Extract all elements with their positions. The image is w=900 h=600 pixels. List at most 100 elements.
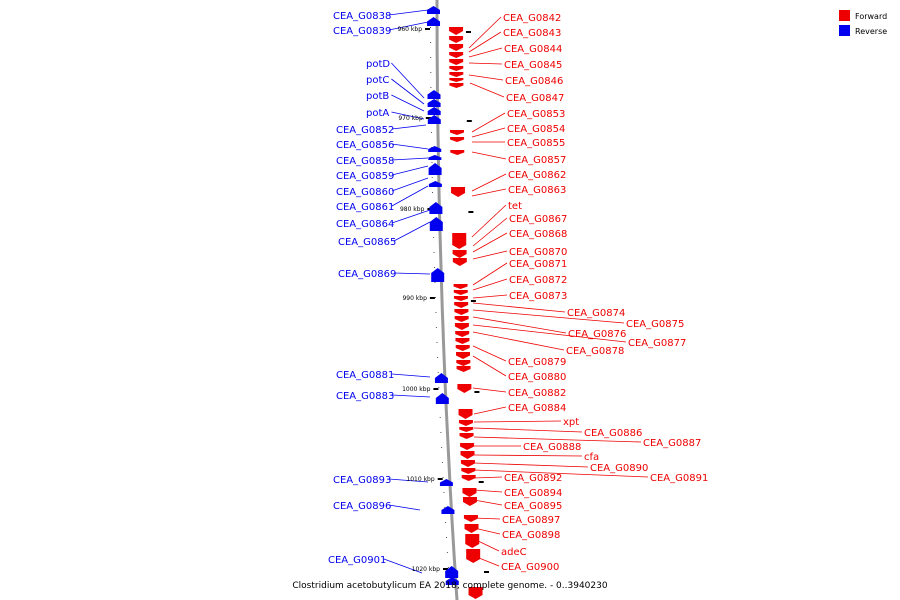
forward-gene-arrow — [462, 497, 477, 506]
forward-leader-line — [471, 127, 506, 138]
forward-gene-label: CEA_G0886 — [584, 428, 642, 439]
forward-gene-label: CEA_G0843 — [503, 28, 561, 39]
minor-tick — [435, 312, 437, 313]
scale-tick-label: 1020 kbp — [412, 566, 440, 573]
forward-gene-arrow — [450, 150, 465, 155]
reverse-leader-line — [388, 21, 429, 31]
forward-gene-arrow — [456, 366, 471, 372]
reverse-gene-arrow — [428, 181, 442, 187]
forward-genes — [449, 27, 483, 599]
legend-label-reverse: Reverse — [855, 27, 887, 36]
forward-leader-line — [471, 204, 507, 238]
forward-leader-line — [473, 476, 503, 479]
forward-gene-label: CEA_G0897 — [502, 515, 560, 526]
reverse-leader-line — [393, 221, 431, 242]
scale-tick-mark — [478, 481, 484, 483]
forward-gene-label: CEA_G0875 — [626, 319, 684, 330]
forward-gene-label: CEA_G0871 — [509, 259, 567, 270]
forward-leader-line — [473, 427, 583, 433]
reverse-gene-arrow — [427, 99, 441, 107]
scale-tick-mark — [468, 211, 474, 213]
reverse-leader-line — [391, 209, 431, 224]
forward-leader-line — [473, 436, 642, 443]
forward-leader-line — [468, 47, 503, 58]
minor-tick — [441, 447, 443, 448]
forward-leader-line — [472, 302, 566, 313]
forward-gene-arrow — [449, 78, 464, 82]
genome-caption: Clostridium acetobutylicum EA 2018, comp… — [292, 581, 607, 591]
minor-tick — [433, 237, 435, 238]
forward-gene-arrow — [461, 475, 476, 481]
reverse-leader-line — [383, 558, 423, 574]
forward-leader-line — [471, 173, 507, 192]
forward-gene-arrow — [466, 549, 481, 563]
scale-tick-mark — [425, 117, 431, 119]
forward-gene-arrow — [468, 587, 483, 599]
forward-leader-line — [471, 151, 507, 160]
reverse-gene-label: CEA_G0883 — [336, 391, 394, 402]
reverse-gene-label: CEA_G0839 — [333, 26, 391, 37]
forward-gene-arrow — [454, 302, 469, 308]
leader-lines — [383, 9, 649, 574]
forward-gene-arrow — [459, 427, 474, 432]
forward-leader-line — [472, 309, 625, 324]
forward-gene-label: CEA_G0891 — [650, 473, 708, 484]
forward-gene-label: adeC — [501, 547, 527, 558]
reverse-gene-label: CEA_G0881 — [336, 370, 394, 381]
forward-gene-label: CEA_G0857 — [508, 155, 566, 166]
reverse-leader-line — [391, 94, 425, 112]
forward-gene-arrow — [465, 534, 480, 548]
reverse-gene-arrow — [445, 566, 459, 578]
forward-leader-line — [472, 331, 565, 351]
reverse-gene-label: potC — [366, 75, 389, 86]
scale-tick-mark — [429, 297, 435, 299]
forward-gene-arrow — [460, 443, 475, 450]
reverse-gene-arrow — [428, 163, 442, 175]
minor-tick — [435, 327, 437, 328]
forward-gene-label: CEA_G0873 — [509, 291, 567, 302]
forward-leader-line — [473, 489, 503, 493]
reverse-leader-line — [391, 177, 429, 192]
forward-gene-arrow — [453, 296, 468, 301]
reverse-gene-arrow — [428, 155, 442, 160]
forward-gene-label: CEA_G0874 — [567, 308, 625, 319]
scale-tick-mark — [466, 120, 472, 122]
forward-gene-label: CEA_G0845 — [504, 60, 562, 71]
reverse-gene-labels: CEA_G0838 CEA_G0839 potD potC potB potA CEA_G0… — [328, 11, 396, 566]
reverse-gene-arrow — [427, 90, 441, 99]
forward-gene-label: CEA_G0876 — [568, 329, 626, 340]
forward-gene-label: CEA_G0890 — [590, 463, 648, 474]
forward-gene-arrow — [449, 27, 464, 35]
forward-leader-line — [471, 112, 506, 133]
scale-tick-mark — [425, 28, 430, 30]
forward-gene-label: CEA_G0882 — [508, 388, 566, 399]
forward-gene-arrow — [449, 52, 464, 58]
scale-ticks: 960 kbp 970 kbp 980 kbp 990 kbp 1000 kbp 1010… — [398, 12, 489, 573]
scale-tick-mark — [466, 31, 471, 33]
reverse-gene-label: CEA_G0852 — [336, 125, 394, 136]
reverse-gene-arrow — [434, 373, 448, 383]
reverse-leader-line — [391, 143, 429, 150]
forward-leader-line — [472, 262, 508, 286]
reverse-leader-line — [391, 185, 429, 207]
reverse-leader-line — [393, 272, 431, 275]
scale-tick-mark — [474, 391, 480, 393]
forward-leader-line — [472, 324, 627, 343]
forward-gene-arrow — [460, 451, 475, 459]
reverse-genes — [427, 6, 459, 585]
forward-gene-arrow — [458, 409, 473, 419]
legend: Forward Reverse — [839, 10, 887, 36]
forward-gene-label: CEA_G0894 — [504, 488, 562, 499]
forward-gene-label: CEA_G0853 — [507, 109, 565, 120]
forward-gene-arrow — [449, 130, 464, 135]
forward-leader-line — [472, 316, 567, 334]
forward-leader-line — [468, 16, 502, 49]
scale-tick-label: 970 kbp — [398, 115, 423, 122]
reverse-gene-label: CEA_G0896 — [333, 501, 391, 512]
forward-gene-arrow — [452, 258, 467, 266]
reverse-gene-arrow — [427, 115, 441, 124]
reverse-gene-arrow — [428, 146, 442, 152]
minor-tick — [431, 132, 432, 133]
forward-gene-label: CEA_G0872 — [509, 275, 567, 286]
